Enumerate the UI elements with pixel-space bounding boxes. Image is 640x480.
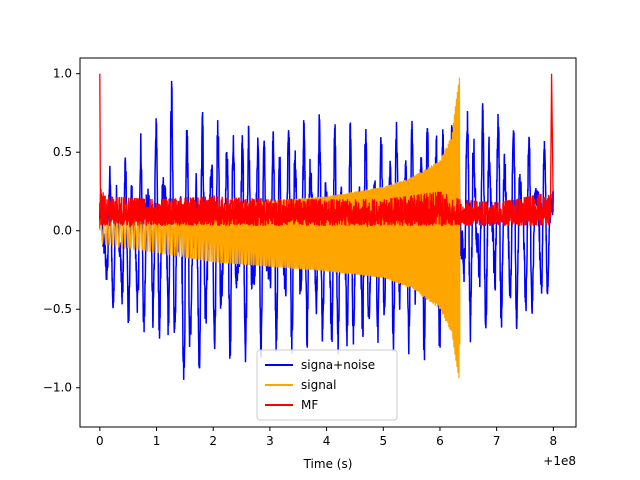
legend-label: signa+noise [301, 358, 375, 372]
x-tick-label: 1 [153, 434, 161, 448]
x-axis: 0 1 2 3 4 5 6 7 8 [96, 427, 557, 448]
legend: signa+noise signal MF [256, 349, 398, 421]
series-line-signal [99, 77, 461, 379]
y-axis: −1.0 −0.5 0.0 0.5 1.0 [43, 67, 80, 395]
plot-frame [79, 57, 577, 428]
x-tick-label: 2 [209, 434, 217, 448]
x-tick-label: 6 [436, 434, 444, 448]
plot-series [99, 73, 555, 380]
x-tick-label: 0 [96, 434, 104, 448]
x-tick-label: 5 [379, 434, 387, 448]
series-line-mf [99, 73, 554, 228]
series-line-signa-noise [99, 80, 555, 380]
x-tick-label: 8 [550, 434, 558, 448]
x-axis-offset-label: +1e8 [543, 454, 576, 468]
legend-label: MF [301, 398, 318, 412]
legend-box [256, 349, 398, 421]
legend-label: signal [301, 378, 337, 392]
y-tick-label: −1.0 [43, 381, 72, 395]
y-tick-label: 1.0 [53, 67, 72, 81]
y-tick-label: −0.5 [43, 302, 72, 316]
y-tick-label: 0.5 [53, 145, 72, 159]
x-tick-label: 7 [493, 434, 501, 448]
x-tick-label: 4 [323, 434, 331, 448]
x-tick-label: 3 [266, 434, 274, 448]
x-axis-label: Time (s) [303, 457, 353, 471]
y-tick-label: 0.0 [53, 224, 72, 238]
